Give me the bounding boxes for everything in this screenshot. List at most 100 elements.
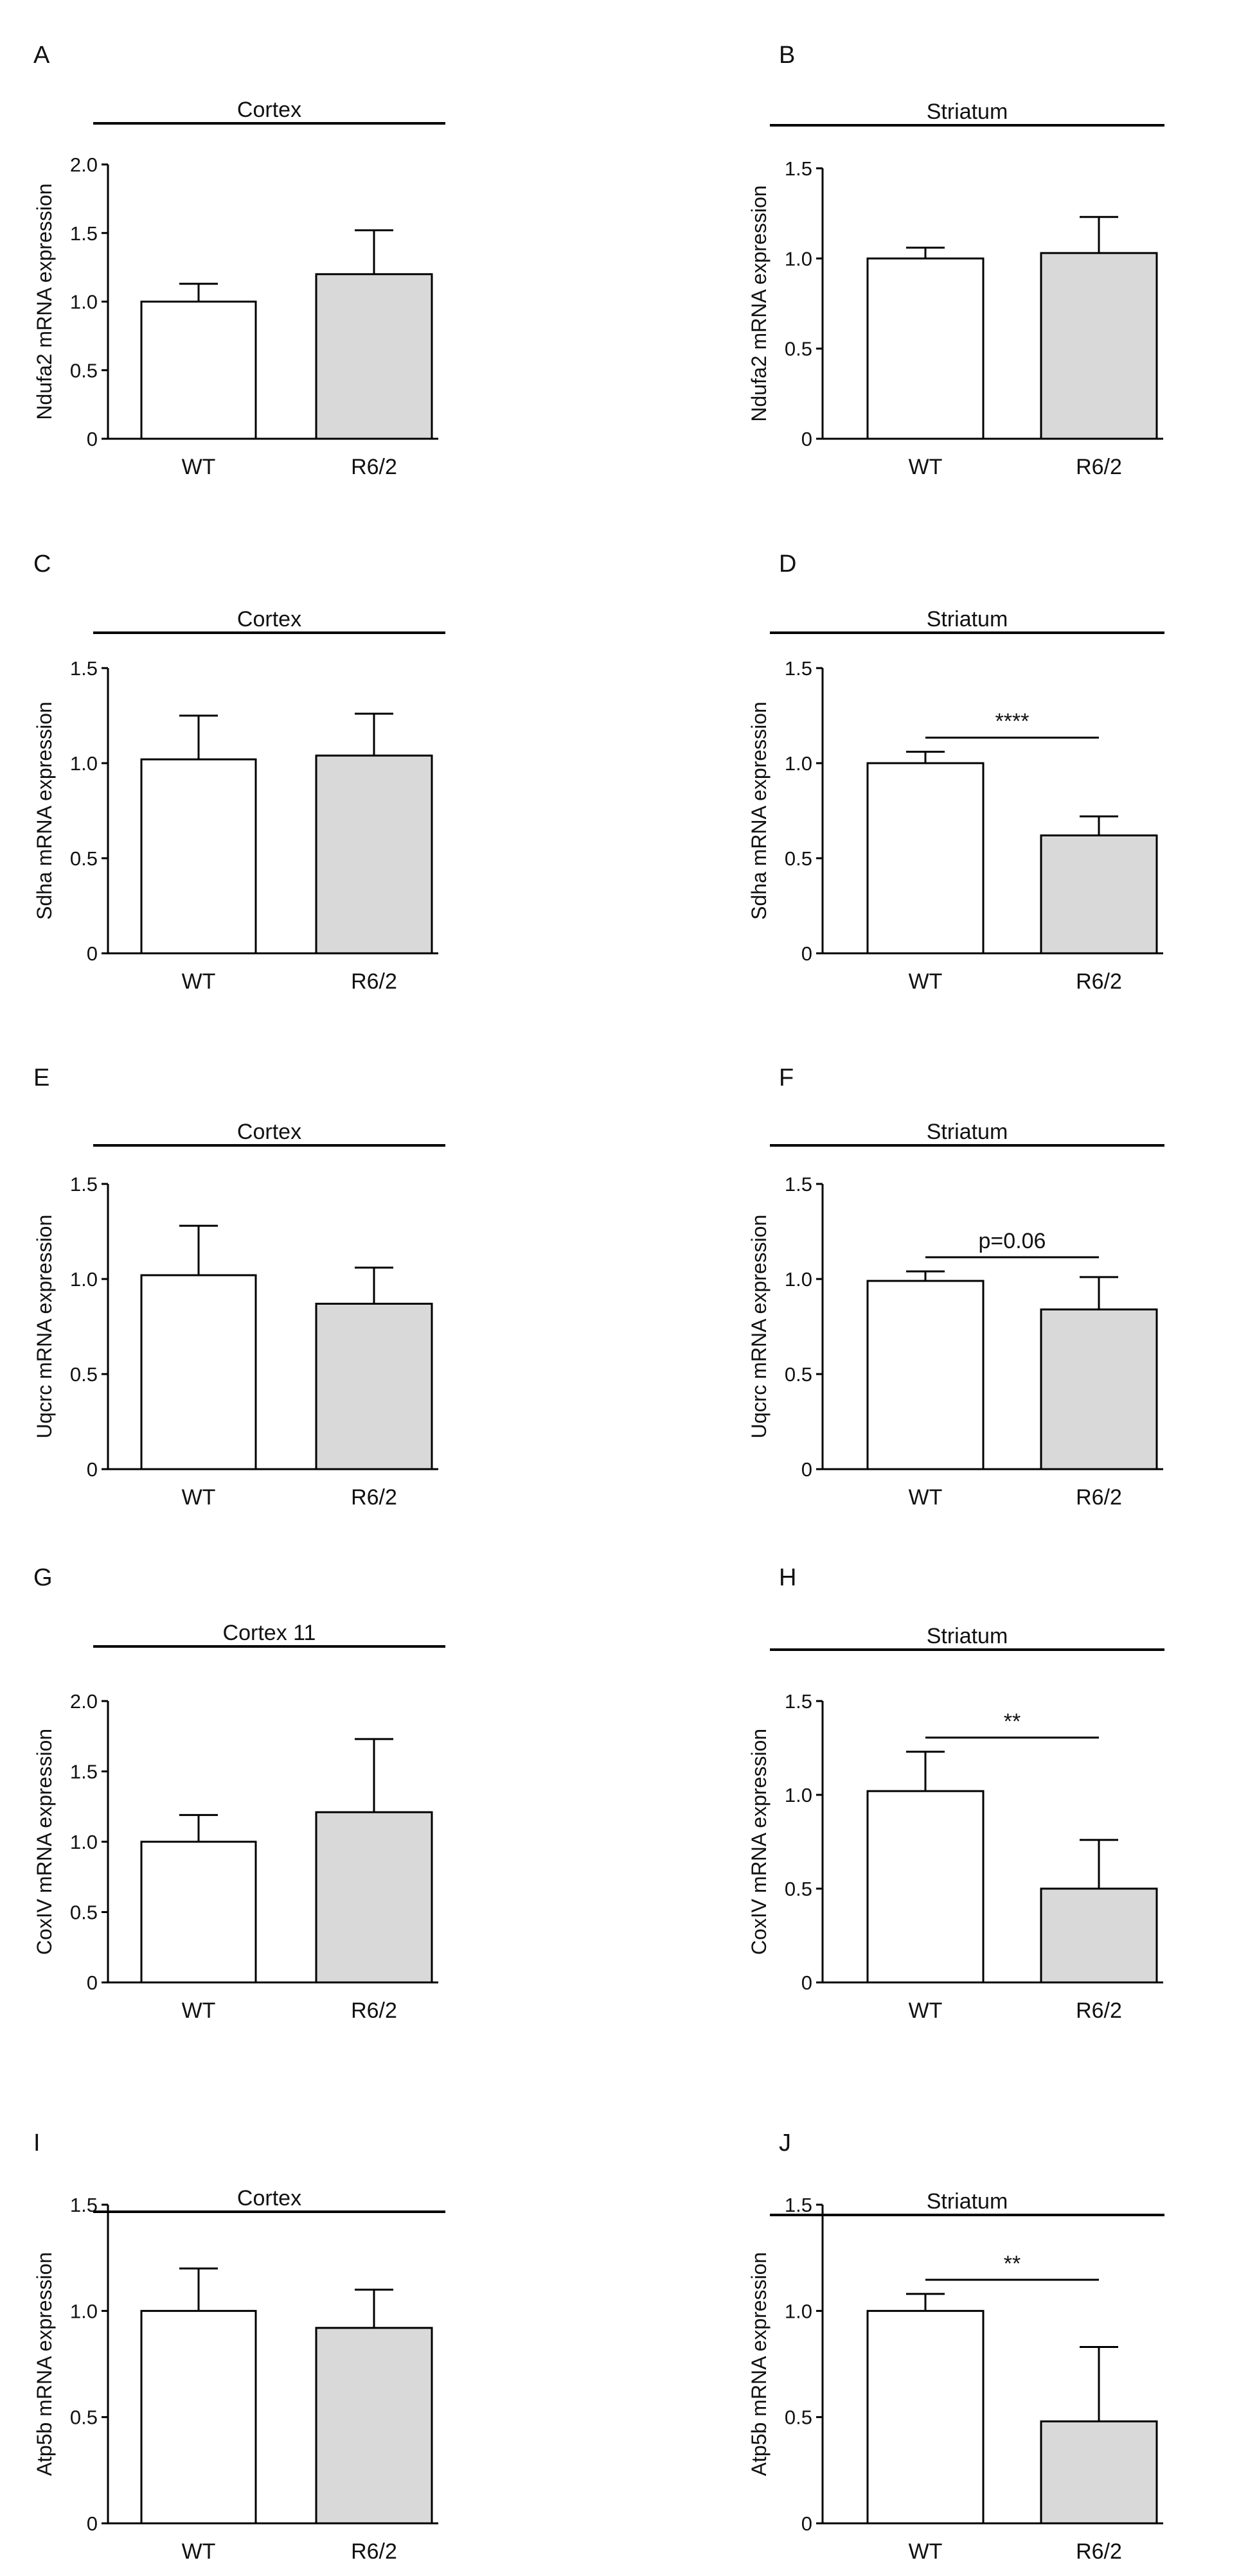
y-tick-label-b-1: 0.5 (785, 338, 812, 360)
bar-h-1 (1040, 1887, 1158, 1984)
panel-label-e: E (33, 1064, 49, 1091)
y-tick-label-f-2: 1.0 (785, 1268, 812, 1291)
bar-e-1 (315, 1302, 433, 1470)
region-title-g: Cortex 11 (223, 1621, 316, 1645)
x-tick-label-c-1: R6/2 (351, 969, 397, 994)
bar-d-1 (1040, 834, 1158, 955)
x-tick-label-e-1: R6/2 (351, 1485, 397, 1510)
y-tick-label-i-2: 1.0 (70, 2300, 98, 2322)
y-axis-label-a: Ndufa2 mRNA expression (33, 183, 56, 419)
y-axis-label-c: Sdha mRNA expression (33, 701, 56, 920)
y-tick-label-j-3: 1.5 (785, 2194, 812, 2216)
x-tick-label-e-0: WT (182, 1485, 216, 1510)
significance-label-h: ** (1004, 1709, 1021, 1734)
y-axis-label-e: Uqcrc mRNA expression (33, 1215, 56, 1439)
region-title-e: Cortex (237, 1120, 301, 1144)
y-axis-label-j: Atp5b mRNA expression (747, 2252, 771, 2476)
bar-e-0 (140, 1274, 257, 1470)
y-tick-label-e-2: 1.0 (70, 1268, 98, 1291)
y-tick-label-e-0: 0 (87, 1458, 98, 1481)
y-tick-label-j-0: 0 (801, 2512, 812, 2535)
x-tick-label-d-0: WT (909, 969, 943, 994)
x-tick-label-a-0: WT (182, 455, 216, 479)
y-tick-label-e-1: 0.5 (70, 1363, 98, 1386)
panel-label-d: D (779, 551, 796, 578)
panel-label-j: J (779, 2130, 791, 2157)
bar-a-0 (140, 301, 257, 440)
x-tick-label-a-1: R6/2 (351, 455, 397, 479)
panel-label-a: A (33, 42, 50, 69)
y-tick-label-e-3: 1.5 (70, 1173, 98, 1195)
region-title-j: Striatum (927, 2189, 1008, 2214)
y-tick-label-d-3: 1.5 (785, 657, 812, 680)
y-tick-label-b-3: 1.5 (785, 157, 812, 180)
y-tick-label-j-1: 0.5 (785, 2406, 812, 2429)
y-tick-label-a-1: 0.5 (70, 359, 98, 382)
region-title-c: Cortex (237, 607, 301, 631)
y-tick-label-g-3: 1.5 (70, 1761, 98, 1783)
y-tick-label-f-1: 0.5 (785, 1363, 812, 1386)
y-tick-label-a-3: 1.5 (70, 222, 98, 245)
bar-b-1 (1040, 252, 1158, 440)
region-title-b: Striatum (927, 100, 1008, 124)
y-tick-label-c-0: 0 (87, 942, 98, 965)
y-tick-label-f-0: 0 (801, 1458, 812, 1481)
bar-g-1 (315, 1811, 433, 1984)
x-tick-label-g-0: WT (182, 1998, 216, 2023)
bar-i-0 (140, 2309, 257, 2525)
y-tick-label-h-2: 1.0 (785, 1784, 812, 1806)
x-tick-label-i-0: WT (182, 2539, 216, 2564)
bar-g-0 (140, 1840, 257, 1984)
bar-f-1 (1040, 1308, 1158, 1470)
x-tick-label-g-1: R6/2 (351, 1998, 397, 2023)
x-tick-label-j-0: WT (909, 2539, 943, 2564)
x-tick-label-i-1: R6/2 (351, 2539, 397, 2564)
bar-f-0 (866, 1280, 985, 1470)
y-tick-label-d-0: 0 (801, 942, 812, 965)
x-tick-label-c-0: WT (182, 969, 216, 994)
y-axis-label-b: Ndufa2 mRNA expression (747, 185, 771, 421)
y-axis-label-f: Uqcrc mRNA expression (747, 1215, 771, 1439)
region-title-h: Striatum (927, 1624, 1008, 1648)
panel-label-g: G (33, 1564, 53, 1591)
bar-c-1 (315, 754, 433, 955)
y-tick-label-b-0: 0 (801, 428, 812, 450)
bar-h-0 (866, 1790, 985, 1984)
bar-a-1 (315, 273, 433, 440)
y-tick-label-g-1: 0.5 (70, 1901, 98, 1924)
y-tick-label-a-2: 1.0 (70, 291, 98, 313)
y-tick-label-a-4: 2.0 (70, 154, 98, 176)
y-tick-label-c-3: 1.5 (70, 657, 98, 680)
bar-d-0 (866, 762, 985, 955)
y-tick-label-c-1: 0.5 (70, 847, 98, 870)
panel-label-b: B (779, 42, 795, 69)
region-title-f: Striatum (927, 1120, 1008, 1144)
x-tick-label-h-1: R6/2 (1076, 1998, 1122, 2023)
region-title-i: Cortex (237, 2186, 301, 2210)
y-tick-label-i-1: 0.5 (70, 2406, 98, 2429)
y-tick-label-h-3: 1.5 (785, 1690, 812, 1713)
y-axis-label-g: CoxIV mRNA expression (33, 1729, 56, 1955)
panel-label-f: F (779, 1064, 794, 1091)
y-tick-label-i-3: 1.5 (70, 2194, 98, 2216)
region-title-a: Cortex (237, 98, 301, 122)
bar-i-1 (315, 2327, 433, 2525)
x-tick-label-b-1: R6/2 (1076, 455, 1122, 479)
x-tick-label-f-0: WT (909, 1485, 943, 1510)
y-tick-label-h-1: 0.5 (785, 1878, 812, 1900)
y-axis-label-h: CoxIV mRNA expression (747, 1729, 771, 1955)
panel-label-i: I (33, 2130, 40, 2157)
significance-label-j: ** (1004, 2252, 1021, 2276)
y-tick-label-g-0: 0 (87, 1972, 98, 1994)
y-tick-label-a-0: 0 (87, 428, 98, 450)
y-tick-label-j-2: 1.0 (785, 2300, 812, 2322)
x-tick-label-f-1: R6/2 (1076, 1485, 1122, 1510)
x-tick-label-h-0: WT (909, 1998, 943, 2023)
x-tick-label-j-1: R6/2 (1076, 2539, 1122, 2564)
y-tick-label-h-0: 0 (801, 1972, 812, 1994)
y-tick-label-i-0: 0 (87, 2512, 98, 2535)
bar-j-0 (866, 2309, 985, 2525)
y-axis-label-i: Atp5b mRNA expression (33, 2252, 56, 2476)
bar-c-0 (140, 758, 257, 955)
